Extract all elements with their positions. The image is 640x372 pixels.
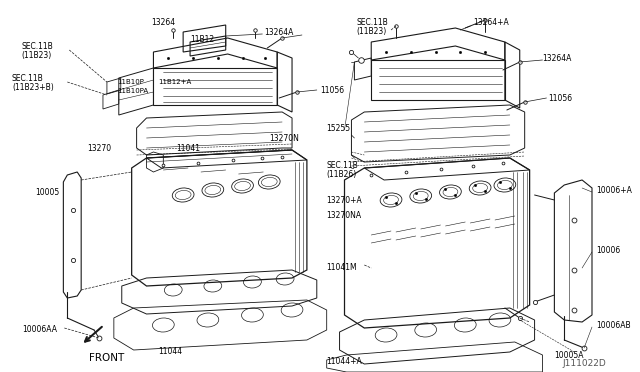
Text: (11B23+B): (11B23+B) [12,83,54,92]
Text: 11056: 11056 [320,86,344,94]
Text: 13270: 13270 [87,144,111,153]
Text: 10006AB: 10006AB [596,321,630,330]
Text: (11B23): (11B23) [22,51,52,60]
Text: 10005: 10005 [35,187,60,196]
Text: (11B26): (11B26) [326,170,357,179]
Text: 11B10P: 11B10P [117,79,144,85]
Text: SEC.11B: SEC.11B [22,42,54,51]
Text: 11041: 11041 [176,144,200,153]
Text: 13270NA: 13270NA [326,211,362,219]
Text: 10005A: 10005A [554,350,584,359]
Text: 11044: 11044 [158,347,182,356]
Text: 13270+A: 13270+A [326,196,362,205]
Text: SEC.11B: SEC.11B [356,17,388,26]
Text: 15255: 15255 [326,124,351,132]
Text: 11044+A: 11044+A [326,357,362,366]
Text: 10006+A: 10006+A [596,186,632,195]
Text: 11B10PA: 11B10PA [117,88,148,94]
Text: SEC.11B: SEC.11B [326,160,358,170]
Text: SEC.11B: SEC.11B [12,74,44,83]
Text: 13264: 13264 [151,17,175,26]
Text: 11B12: 11B12 [190,35,214,44]
Text: (11B23): (11B23) [356,26,387,35]
Text: 11056: 11056 [548,93,573,103]
Text: 11041M: 11041M [326,263,357,273]
Text: J111022D: J111022D [563,359,606,368]
Text: 10006: 10006 [596,246,620,254]
Text: FRONT: FRONT [89,353,124,363]
Text: 13264A: 13264A [264,28,294,36]
Text: 11B12+A: 11B12+A [158,79,191,85]
Text: 13264+A: 13264+A [473,17,509,26]
Text: 13270N: 13270N [269,134,299,142]
Text: 10006AA: 10006AA [22,326,57,334]
Text: 13264A: 13264A [543,54,572,62]
